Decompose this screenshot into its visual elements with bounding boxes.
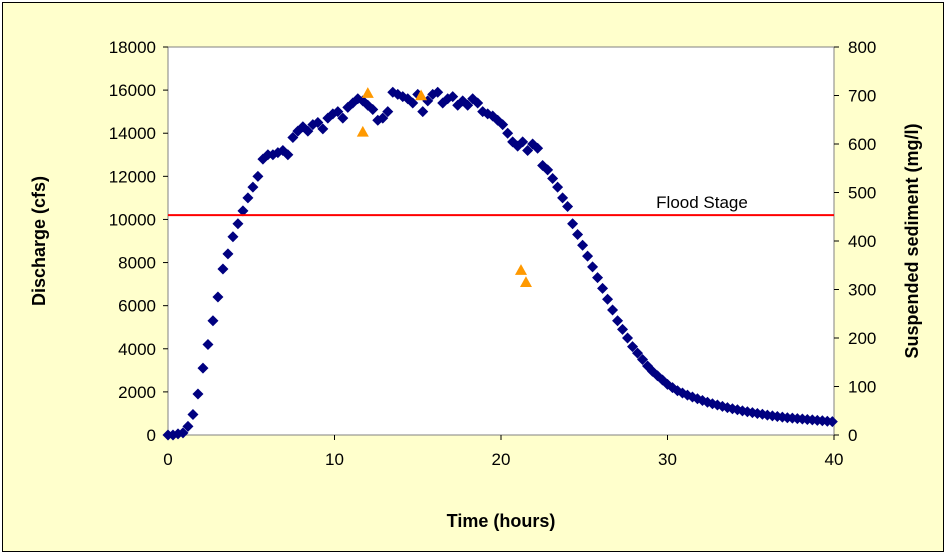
discharge-point: [217, 263, 229, 275]
discharge-point: [577, 239, 589, 251]
y2-axis-title: Suspended sediment (mg/l): [902, 123, 922, 358]
y-tick-label: 0: [147, 426, 156, 445]
discharge-point: [247, 181, 259, 193]
sediment-point: [356, 125, 369, 137]
y2-tick-label: 300: [848, 281, 876, 300]
discharge-point: [572, 229, 584, 241]
sediment-point: [361, 87, 374, 98]
discharge-point: [557, 192, 569, 204]
right-axis-ticks: 0 100 200 300 400 500 600 700 800: [834, 38, 876, 445]
discharge-point: [287, 132, 299, 144]
discharge-point: [587, 261, 599, 273]
discharge-point: [317, 123, 329, 135]
sediment-point: [415, 89, 428, 101]
y-tick-label: 8000: [118, 254, 156, 273]
discharge-point: [826, 416, 838, 428]
discharge-point: [472, 97, 484, 109]
y-tick-label: 10000: [109, 210, 156, 229]
discharge-point: [612, 315, 624, 327]
discharge-point: [542, 164, 554, 176]
discharge-point: [367, 104, 379, 116]
discharge-point: [607, 304, 619, 316]
y2-tick-label: 200: [848, 329, 876, 348]
discharge-point: [302, 125, 314, 137]
discharge-series: [162, 86, 838, 441]
y2-tick-label: 600: [848, 135, 876, 154]
y2-tick-label: 0: [848, 426, 857, 445]
x-axis-title: Time (hours): [447, 511, 556, 531]
plot-area: [167, 46, 835, 436]
discharge-point: [227, 231, 239, 243]
discharge-point: [602, 293, 614, 305]
flood-stage-label: Flood Stage: [656, 193, 748, 212]
discharge-point: [192, 388, 204, 400]
x-tick-label: 0: [163, 450, 172, 469]
discharge-point: [377, 112, 389, 124]
sediment-point: [519, 276, 532, 288]
discharge-point: [562, 201, 574, 213]
discharge-point: [237, 205, 249, 217]
discharge-point: [547, 172, 559, 184]
discharge-point: [502, 127, 514, 139]
discharge-point: [312, 116, 324, 128]
discharge-point: [182, 420, 194, 432]
y-tick-label: 18000: [109, 38, 156, 57]
sediment-point: [514, 264, 527, 275]
discharge-point: [597, 282, 609, 294]
discharge-point: [282, 149, 294, 161]
discharge-point: [637, 354, 649, 366]
y-tick-label: 16000: [109, 81, 156, 100]
x-tick-label: 20: [492, 450, 511, 469]
discharge-point: [552, 181, 564, 193]
y-tick-label: 14000: [109, 124, 156, 143]
discharge-point: [417, 106, 429, 118]
discharge-point: [582, 250, 594, 262]
discharge-point: [432, 86, 444, 98]
discharge-point: [532, 142, 544, 154]
discharge-point: [187, 409, 199, 421]
discharge-point: [252, 170, 264, 182]
x-tick-label: 30: [658, 450, 677, 469]
y-tick-label: 2000: [118, 383, 156, 402]
discharge-point: [617, 323, 629, 335]
discharge-point: [232, 218, 244, 230]
discharge-point: [337, 112, 349, 124]
discharge-point: [242, 192, 254, 204]
discharge-point: [622, 332, 634, 344]
discharge-point: [497, 119, 509, 131]
discharge-point: [522, 144, 534, 156]
discharge-point: [202, 338, 214, 350]
y-axis-title: Discharge (cfs): [29, 176, 49, 306]
discharge-point: [632, 347, 644, 359]
discharge-point: [197, 362, 209, 374]
y2-tick-label: 100: [848, 378, 876, 397]
x-axis-ticks: 0 10 20 30 40: [163, 435, 843, 469]
y2-tick-label: 800: [848, 38, 876, 57]
discharge-point: [207, 315, 219, 327]
discharge-point: [462, 99, 474, 111]
y2-tick-label: 700: [848, 87, 876, 106]
discharge-point: [592, 272, 604, 284]
y2-tick-label: 400: [848, 232, 876, 251]
discharge-point: [332, 106, 344, 118]
x-tick-label: 40: [825, 450, 844, 469]
left-axis-ticks: 0 2000 4000 6000 8000 10000 12000 14000 16000 180…: [109, 38, 168, 445]
discharge-point: [567, 218, 579, 230]
discharge-point: [517, 136, 529, 148]
discharge-point: [222, 248, 234, 260]
discharge-point: [382, 106, 394, 118]
y-tick-label: 12000: [109, 167, 156, 186]
discharge-point: [447, 91, 459, 103]
y-tick-label: 6000: [118, 297, 156, 316]
discharge-point: [177, 427, 189, 439]
y2-tick-label: 500: [848, 184, 876, 203]
discharge-point: [627, 341, 639, 353]
discharge-point: [212, 291, 224, 303]
y-tick-label: 4000: [118, 340, 156, 359]
x-tick-label: 10: [325, 450, 344, 469]
sediment-series: [356, 87, 532, 288]
